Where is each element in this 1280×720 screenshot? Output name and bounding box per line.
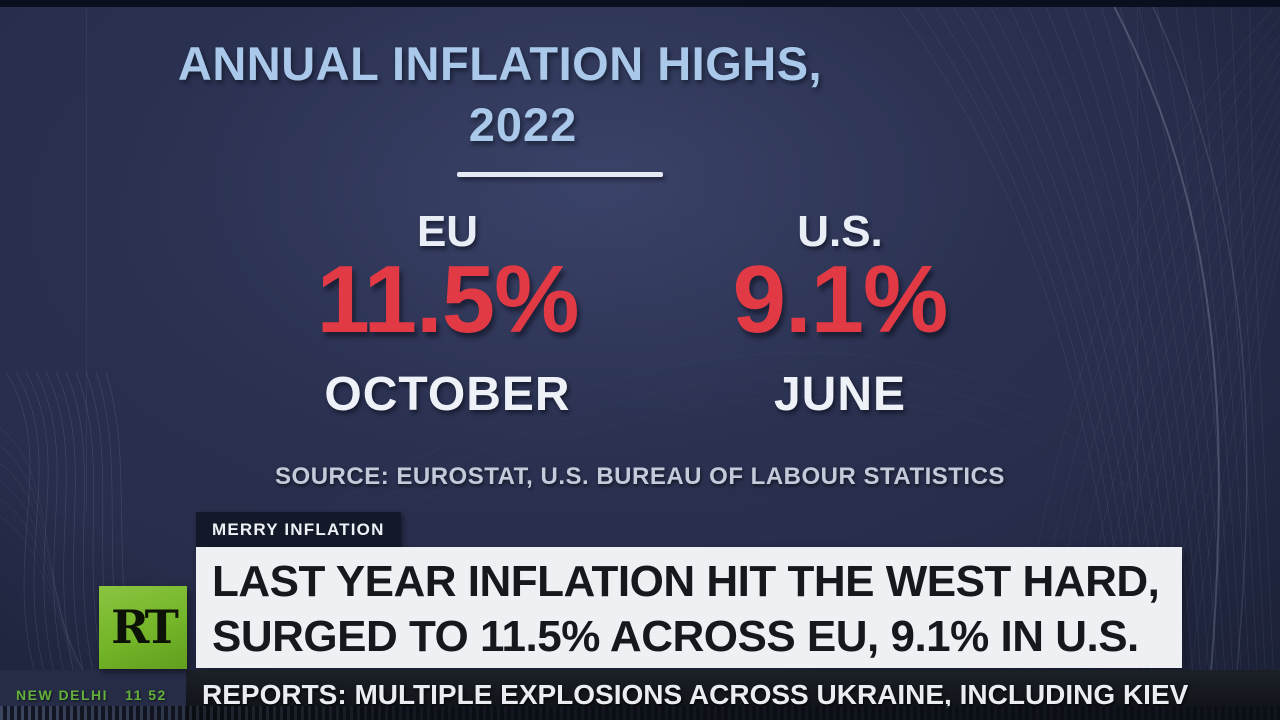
- stat-month: OCTOBER: [324, 368, 571, 421]
- clock: 11 52: [125, 687, 167, 703]
- headline-line-1: LAST YEAR INFLATION HIT THE WEST HARD,: [212, 557, 1160, 606]
- infographic-panel: [86, 7, 1138, 513]
- stat-value: 11.5%: [316, 246, 580, 353]
- location-label: NEW DELHI: [16, 687, 109, 703]
- infographic-title: ANNUAL INFLATION HIGHS,: [177, 37, 823, 90]
- ticker-text: REPORTS: MULTIPLE EXPLOSIONS ACROSS UKRA…: [202, 679, 1189, 710]
- rt-logo: RT: [99, 586, 187, 669]
- rt-logo-letters: RT: [111, 599, 179, 654]
- headline-bar: LAST YEAR INFLATION HIT THE WEST HARD, S…: [196, 547, 1182, 668]
- region-label: U.S.: [797, 207, 883, 256]
- news-ticker: REPORTS: MULTIPLE EXPLOSIONS ACROSS UKRA…: [186, 670, 1280, 720]
- headline-line-2: SURGED TO 11.5% ACROSS EU, 9.1% IN U.S.: [212, 612, 1139, 661]
- stat-month: JUNE: [773, 368, 907, 421]
- stat-value: 9.1%: [732, 246, 949, 353]
- topic-tag: MERRY INFLATION: [196, 512, 401, 547]
- title-underline: [457, 172, 663, 177]
- station-strip: NEW DELHI 11 52: [0, 670, 186, 720]
- region-label: EU: [416, 207, 479, 256]
- top-edge-strip: [0, 0, 1280, 7]
- infographic-title-year: 2022: [468, 98, 578, 151]
- source-note: SOURCE: EUROSTAT, U.S. BUREAU OF LABOUR …: [275, 463, 1005, 490]
